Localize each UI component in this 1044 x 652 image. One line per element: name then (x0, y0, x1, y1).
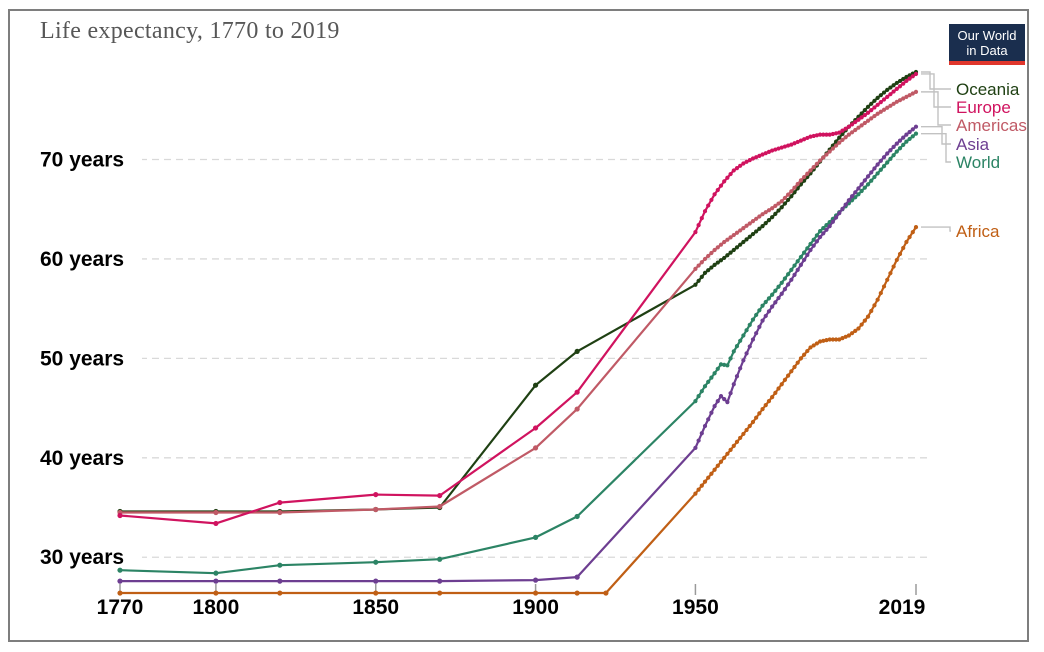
y-axis-label-40: 40 years (40, 447, 124, 470)
x-axis-label-1800: 1800 (193, 596, 240, 619)
y-axis-label-60: 60 years (40, 248, 124, 271)
series-line-oceania[interactable] (118, 70, 918, 513)
chart-title: Life expectancy, 1770 to 2019 (40, 18, 340, 44)
y-axis-label-50: 50 years (40, 347, 124, 370)
legend-label-americas[interactable]: Americas (956, 116, 1027, 135)
legend-connector-oceania (921, 71, 951, 90)
y-axis-label-70: 70 years (40, 148, 124, 171)
x-axis-label-1900: 1900 (512, 596, 559, 619)
legend-label-africa[interactable]: Africa (956, 222, 1000, 241)
owid-logo[interactable]: Our World in Data (949, 24, 1025, 65)
series-dots-americas (117, 89, 919, 516)
legend-label-oceania[interactable]: Oceania (956, 80, 1020, 99)
legend-label-world[interactable]: World (956, 153, 1000, 172)
series-line-americas[interactable] (118, 90, 918, 514)
legend-connector-world (921, 132, 951, 163)
series-dots-africa (117, 225, 919, 596)
legend-label-asia[interactable]: Asia (956, 135, 990, 154)
x-axis-label-2019: 2019 (879, 596, 926, 619)
series-dots-europe (117, 71, 919, 527)
x-axis-label-1950: 1950 (672, 596, 719, 619)
owid-logo-line2: in Data (966, 43, 1008, 58)
y-axis-label-bg (36, 446, 142, 468)
series-line-africa[interactable] (118, 226, 918, 595)
owid-logo-line1: Our World (957, 28, 1017, 43)
legend-connector-africa (921, 226, 951, 232)
legend-label-europe[interactable]: Europe (956, 98, 1011, 117)
legend-connector-americas (921, 91, 951, 126)
series-line-world[interactable] (118, 132, 918, 575)
x-axis-label-1850: 1850 (352, 596, 399, 619)
series-dots-oceania (117, 69, 919, 515)
y-axis-label-bg (36, 148, 142, 170)
y-axis-label-bg (36, 347, 142, 369)
y-axis-label-bg (36, 546, 142, 568)
series-line-asia[interactable] (118, 125, 918, 583)
x-axis-label-1770: 1770 (97, 596, 144, 619)
y-axis-label-30: 30 years (40, 546, 124, 569)
legend-connector-europe (921, 73, 951, 108)
series-dots-world (117, 131, 919, 576)
y-axis-label-bg (36, 247, 142, 269)
series-dots-asia (117, 124, 919, 584)
